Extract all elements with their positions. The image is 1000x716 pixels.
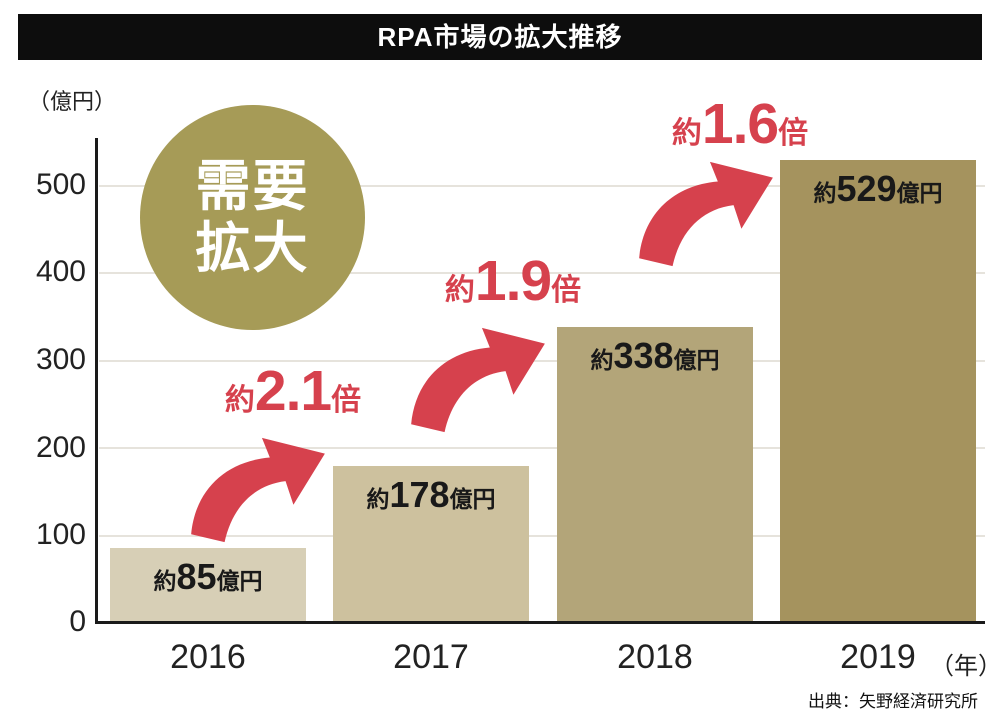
plot-area: 約85億円 約178億円 約338億円 約529億円: [97, 140, 985, 622]
bar: 約178億円: [333, 466, 529, 622]
arrow-shape: [411, 327, 545, 433]
y-tick-label: 0: [69, 605, 86, 638]
bar-label-suffix: 億円: [673, 346, 720, 373]
growth-label: 約2.1倍: [188, 360, 398, 437]
title-banner: RPA市場の拡大推移: [18, 14, 982, 60]
bar: 約85億円: [110, 547, 306, 622]
bar-label-prefix: 約: [813, 179, 837, 206]
bar-label-suffix: 億円: [449, 486, 496, 513]
bar: 約338億円: [557, 326, 753, 622]
y-tick-label: 200: [35, 431, 86, 464]
y-tick-label: 400: [35, 255, 86, 288]
bar-label-suffix: 億円: [896, 179, 943, 206]
gridline: [99, 535, 985, 537]
arrow-shape: [639, 161, 773, 267]
bar-value-label: 約529億円: [780, 168, 976, 210]
x-axis-unit: （年）: [930, 653, 1000, 680]
badge-line: 拡大: [195, 216, 310, 279]
y-tick-label: 100: [35, 518, 86, 551]
bar-label-value: 178: [389, 474, 450, 516]
gridline: [99, 272, 985, 274]
bar-label-prefix: 約: [590, 346, 614, 373]
growth-label: 約1.9倍: [408, 250, 618, 327]
y-tick-label: 300: [35, 343, 86, 376]
y-axis-unit: （億円）: [28, 89, 117, 114]
badge-line: 需要: [195, 154, 310, 217]
x-tick-label: 2018: [617, 638, 693, 676]
x-tick-label: 2017: [393, 638, 469, 676]
x-tick-label: 2019: [840, 638, 916, 676]
growth-suffix: 倍: [331, 384, 362, 417]
x-tick-label: 2016: [170, 638, 246, 676]
bar-label-suffix: 億円: [216, 567, 263, 594]
growth-arrow-icon: [411, 327, 545, 433]
x-axis-line: [95, 621, 985, 624]
growth-arrow-icon: [639, 161, 773, 267]
chart-title: RPA市場の拡大推移: [377, 22, 623, 52]
growth-suffix: 倍: [778, 117, 809, 150]
growth-prefix: 約: [671, 117, 702, 150]
gridline: [99, 360, 985, 362]
growth-arrow-icon: [191, 437, 325, 543]
bar-label-value: 85: [176, 555, 217, 597]
y-axis-line: [95, 138, 98, 624]
growth-label: 約1.6倍: [635, 93, 845, 170]
bar-label-prefix: 約: [153, 567, 177, 594]
bar-value-label: 約338億円: [557, 335, 753, 377]
bar-label-value: 338: [613, 334, 674, 376]
bar: 約529億円: [780, 159, 976, 622]
growth-value: 1.9: [474, 249, 552, 313]
growth-suffix: 倍: [551, 274, 582, 307]
growth-prefix: 約: [444, 274, 475, 307]
demand-badge: 需要 拡大: [140, 105, 365, 330]
arrow-shape: [191, 437, 325, 543]
bar-label-value: 529: [836, 167, 897, 209]
gridline: [99, 185, 985, 187]
growth-prefix: 約: [224, 384, 255, 417]
growth-value: 2.1: [254, 359, 332, 423]
growth-value: 1.6: [701, 92, 779, 156]
source-caption: 出典：矢野経済研究所: [808, 692, 978, 711]
gridline: [99, 447, 985, 449]
y-tick-label: 500: [35, 168, 86, 201]
bar-value-label: 約85億円: [110, 556, 306, 598]
bar-label-prefix: 約: [366, 486, 390, 513]
bar-value-label: 約178億円: [333, 474, 529, 516]
